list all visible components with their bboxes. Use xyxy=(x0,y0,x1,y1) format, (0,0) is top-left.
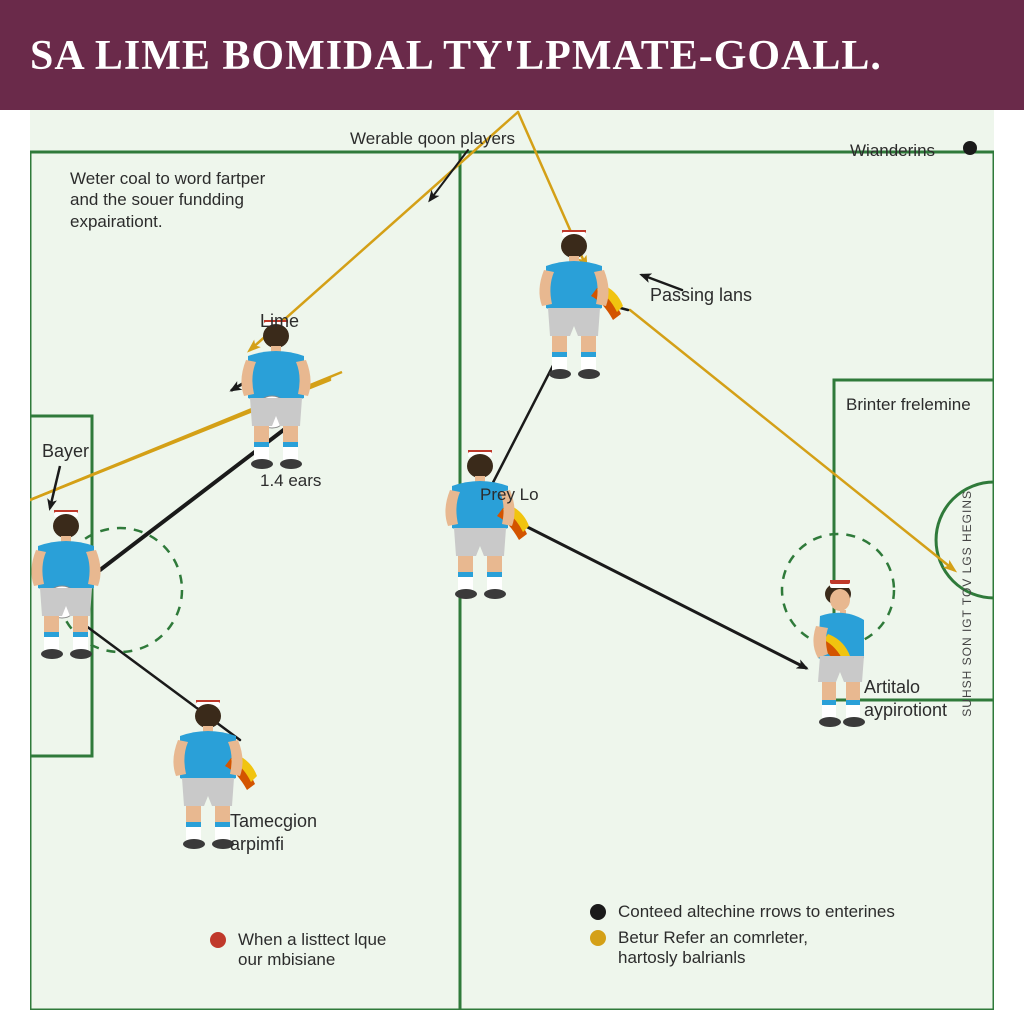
goal-text-right: SUHSH SON IGT TOV LGS HEGINS xyxy=(960,490,974,717)
player-p2 xyxy=(226,320,316,470)
label-9: Tamecgion arpimfi xyxy=(230,810,317,855)
legend-dot-icon xyxy=(590,930,606,946)
label-0: Werable qoon players xyxy=(350,128,515,149)
legend-dot-icon xyxy=(210,932,226,948)
legend-right-item-1: Betur Refer an comrleter, hartosly balri… xyxy=(590,928,895,968)
header-title: SA LIME BOMIDAL TY'LPMATE-GOALL. xyxy=(30,33,882,79)
label-3: Bayer xyxy=(42,440,89,463)
legend-right-item-0: Conteed altechine rrows to enterines xyxy=(590,902,895,922)
label-5: Prey Lo xyxy=(480,484,539,505)
label-1: Weter coal to word fartper and the souer… xyxy=(70,168,265,232)
header-bar: SA LIME BOMIDAL TY'LPMATE-GOALL. xyxy=(0,0,1024,110)
player-p1 xyxy=(16,510,106,660)
legend-right: Conteed altechine rrows to enterines Betu… xyxy=(590,902,895,974)
field-area: Werable qoon players Weter coal to word f… xyxy=(30,110,994,1010)
label-7: Wianderins xyxy=(850,140,935,161)
label-2: Lime xyxy=(260,310,299,333)
page: SA LIME BOMIDAL TY'LPMATE-GOALL. xyxy=(0,0,1024,1024)
player-p5 xyxy=(524,230,614,380)
legend-left-item-0: When a listtect lque our mbisiane xyxy=(210,930,386,970)
legend-text: When a listtect lque our mbisiane xyxy=(238,930,386,970)
label-6: Passing lans xyxy=(650,284,752,307)
label-4: 1.4 ears xyxy=(260,470,321,491)
label-8: Brinter frelemine xyxy=(846,394,971,415)
legend-dot-icon xyxy=(590,904,606,920)
legend-left: When a listtect lque our mbisiane xyxy=(210,930,386,976)
label-10: Artitalo aypirotiont xyxy=(864,676,947,721)
legend-text: Betur Refer an comrleter, hartosly balri… xyxy=(618,928,808,968)
player-p4 xyxy=(430,450,520,600)
legend-text: Conteed altechine rrows to enterines xyxy=(618,902,895,922)
